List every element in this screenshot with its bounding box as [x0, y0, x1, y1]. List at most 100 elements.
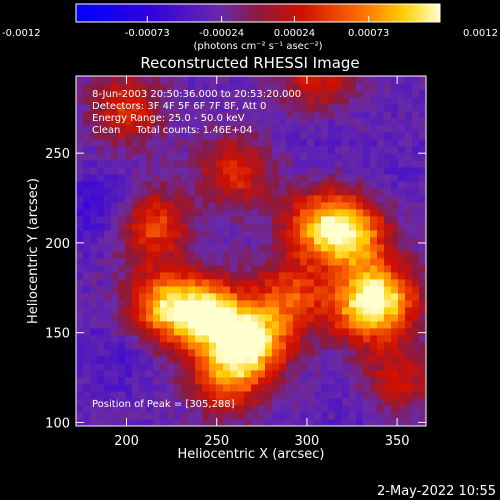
- heatmap-cell: [279, 104, 287, 112]
- heatmap-cell: [419, 272, 427, 280]
- heatmap-cell: [398, 237, 406, 245]
- heatmap-cell: [279, 293, 287, 301]
- heatmap-cell: [391, 202, 399, 210]
- heatmap-cell: [328, 181, 336, 189]
- heatmap-cell: [118, 321, 126, 329]
- heatmap-cell: [76, 307, 84, 315]
- x-tick-label: 300: [295, 434, 320, 449]
- heatmap-cell: [279, 146, 287, 154]
- heatmap-cell: [363, 279, 371, 287]
- heatmap-cell: [90, 209, 98, 217]
- heatmap-cell: [104, 363, 112, 371]
- heatmap-cell: [202, 300, 210, 308]
- heatmap-cell: [328, 293, 336, 301]
- heatmap-cell: [125, 419, 133, 427]
- heatmap-cell: [111, 286, 119, 294]
- heatmap-cell: [314, 321, 322, 329]
- heatmap-cell: [412, 265, 420, 273]
- heatmap-cell: [216, 153, 224, 161]
- heatmap-cell: [146, 300, 154, 308]
- heatmap-cell: [342, 398, 350, 406]
- heatmap-cell: [356, 286, 364, 294]
- heatmap-cell: [83, 251, 91, 259]
- heatmap-cell: [412, 181, 420, 189]
- heatmap-cell: [405, 132, 413, 140]
- heatmap-cell: [349, 146, 357, 154]
- heatmap-cell: [405, 104, 413, 112]
- y-tick-label: 150: [45, 327, 70, 342]
- heatmap-cell: [405, 265, 413, 273]
- heatmap-cell: [132, 202, 140, 210]
- heatmap-cell: [76, 230, 84, 238]
- heatmap-cell: [132, 195, 140, 203]
- heatmap-cell: [293, 167, 301, 175]
- heatmap-cell: [153, 405, 161, 413]
- heatmap-cell: [83, 335, 91, 343]
- heatmap-cell: [90, 349, 98, 357]
- heatmap-cell: [125, 97, 133, 105]
- heatmap-cell: [412, 202, 420, 210]
- heatmap-cell: [209, 335, 217, 343]
- heatmap-cell: [111, 349, 119, 357]
- heatmap-cell: [286, 286, 294, 294]
- heatmap-cell: [90, 377, 98, 385]
- heatmap-cell: [370, 300, 378, 308]
- heatmap-cell: [349, 125, 357, 133]
- heatmap-cell: [279, 83, 287, 91]
- heatmap-cell: [321, 384, 329, 392]
- heatmap-cell: [349, 111, 357, 119]
- heatmap-cell: [139, 405, 147, 413]
- heatmap-cell: [321, 391, 329, 399]
- heatmap-cell: [258, 321, 266, 329]
- heatmap-cell: [181, 342, 189, 350]
- heatmap-cell: [209, 356, 217, 364]
- heatmap-cell: [132, 97, 140, 105]
- heatmap-cell: [230, 349, 238, 357]
- heatmap-cell: [167, 188, 175, 196]
- heatmap-cell: [244, 279, 252, 287]
- heatmap-cell: [286, 237, 294, 245]
- heatmap-cell: [216, 230, 224, 238]
- heatmap-cell: [83, 265, 91, 273]
- heatmap-cell: [104, 349, 112, 357]
- heatmap-cell: [286, 342, 294, 350]
- heatmap-cell: [391, 188, 399, 196]
- heatmap-cell: [377, 293, 385, 301]
- heatmap-cell: [153, 314, 161, 322]
- heatmap-cell: [265, 83, 273, 91]
- heatmap-cell: [132, 300, 140, 308]
- heatmap-cell: [314, 76, 322, 84]
- heatmap-cell: [118, 104, 126, 112]
- heatmap-cell: [377, 377, 385, 385]
- heatmap-cell: [132, 342, 140, 350]
- heatmap-cell: [125, 76, 133, 84]
- heatmap-cell: [314, 419, 322, 427]
- heatmap-cell: [90, 76, 98, 84]
- heatmap-cell: [244, 293, 252, 301]
- heatmap-cell: [377, 230, 385, 238]
- heatmap-cell: [153, 258, 161, 266]
- heatmap-cell: [111, 216, 119, 224]
- heatmap-cell: [335, 258, 343, 266]
- heatmap-cell: [209, 195, 217, 203]
- heatmap-cell: [286, 153, 294, 161]
- heatmap-cell: [216, 349, 224, 357]
- heatmap-cell: [160, 356, 168, 364]
- heatmap-cell: [363, 83, 371, 91]
- heatmap-cell: [181, 279, 189, 287]
- heatmap-cell: [321, 251, 329, 259]
- heatmap-cell: [377, 356, 385, 364]
- heatmap-cell: [398, 370, 406, 378]
- heatmap-cell: [83, 412, 91, 420]
- heatmap-cell: [97, 300, 105, 308]
- heatmap-cell: [265, 111, 273, 119]
- heatmap-cell: [174, 104, 182, 112]
- heatmap-cell: [83, 272, 91, 280]
- heatmap-cell: [153, 244, 161, 252]
- heatmap-cell: [216, 314, 224, 322]
- heatmap-cell: [272, 244, 280, 252]
- heatmap-cell: [118, 202, 126, 210]
- heatmap-cell: [223, 265, 231, 273]
- heatmap-cell: [251, 90, 259, 98]
- heatmap-cell: [356, 321, 364, 329]
